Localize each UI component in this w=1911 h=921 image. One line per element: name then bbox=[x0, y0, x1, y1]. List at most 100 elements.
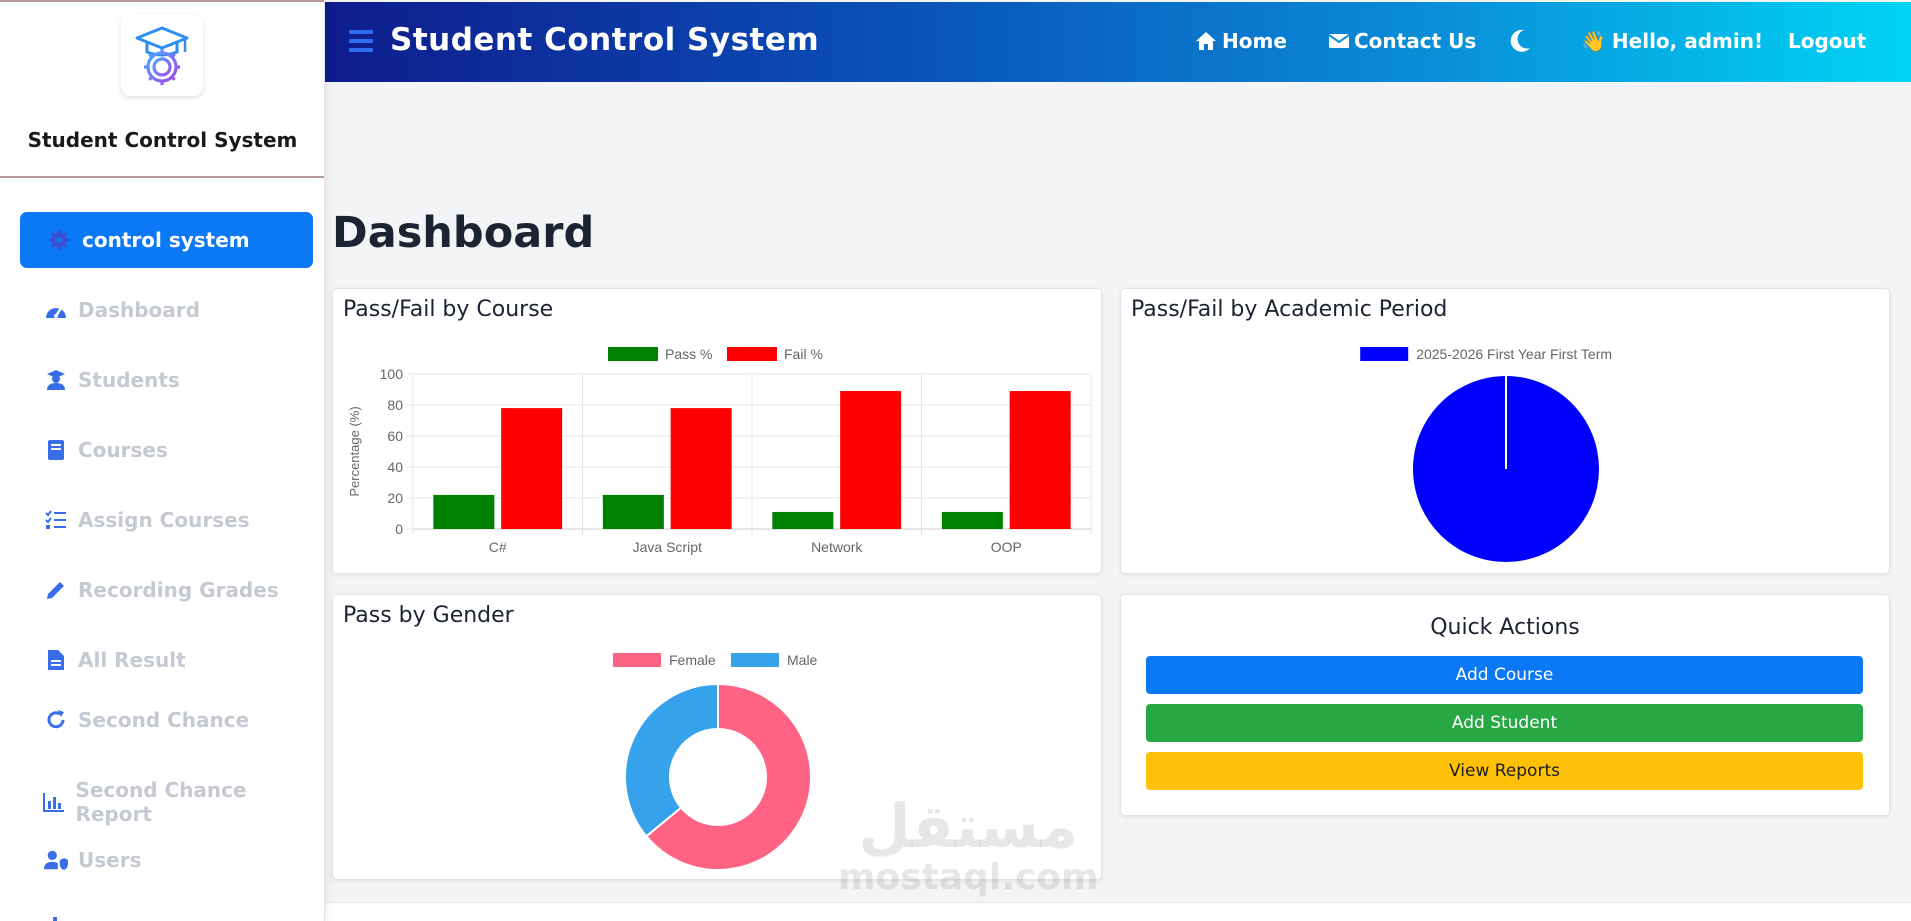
sidebar-item-label: Assign Courses bbox=[78, 508, 250, 532]
list-check-icon bbox=[44, 508, 68, 532]
menu-toggle-icon[interactable] bbox=[349, 30, 373, 52]
sidebar-item-second-chance-report[interactable]: Second Chance Report bbox=[42, 778, 324, 826]
home-label: Home bbox=[1222, 29, 1287, 53]
quick-actions-card: Quick Actions Add Course Add Student Vie… bbox=[1120, 594, 1890, 816]
card-title: Pass by Gender bbox=[343, 603, 514, 628]
logout-link[interactable]: Logout bbox=[1788, 29, 1866, 53]
sidebar-item-label: Second Chance Report bbox=[75, 778, 247, 826]
legend-swatch bbox=[1360, 347, 1409, 361]
bar[interactable] bbox=[941, 511, 1003, 529]
sidebar-top-border bbox=[0, 0, 324, 2]
user-greeting[interactable]: 👋 Hello, admin! bbox=[1581, 29, 1763, 53]
logout-label: Logout bbox=[1788, 29, 1867, 53]
sidebar-item-label: Second Chance bbox=[78, 708, 250, 732]
graduation-gear-logo-icon bbox=[135, 26, 189, 85]
bar[interactable] bbox=[772, 511, 834, 529]
y-tick-label: 100 bbox=[380, 366, 404, 382]
student-icon bbox=[44, 368, 68, 392]
doughnut-slice[interactable] bbox=[644, 682, 812, 871]
sidebar-item-control-system[interactable]: control system bbox=[20, 212, 313, 268]
add-course-button[interactable]: Add Course bbox=[1146, 656, 1863, 694]
legend-label: 2025-2026 First Year First Term bbox=[1416, 346, 1612, 362]
legend-label: Fail % bbox=[784, 346, 823, 362]
bar[interactable] bbox=[670, 408, 732, 529]
sidebar-item-more[interactable] bbox=[44, 908, 78, 921]
card-title: Pass/Fail by Course bbox=[343, 297, 554, 322]
sidebar-item-second-chance[interactable]: Second Chance bbox=[44, 708, 249, 732]
sidebar-item-students[interactable]: Students bbox=[44, 368, 180, 392]
legend-swatch bbox=[613, 653, 661, 667]
nav-home-link[interactable]: Home bbox=[1195, 29, 1287, 53]
legend-label: Male bbox=[787, 652, 818, 668]
legend-label: Pass % bbox=[665, 346, 712, 362]
nav-contact-link[interactable]: Contact Us bbox=[1329, 29, 1476, 53]
sidebar-item-label: Students bbox=[78, 368, 180, 392]
y-tick-label: 40 bbox=[387, 459, 403, 475]
redo-icon bbox=[44, 708, 68, 732]
add-student-button[interactable]: Add Student bbox=[1146, 704, 1863, 742]
gender-chart-card: Pass by Gender Female Male bbox=[332, 594, 1102, 880]
sidebar-item-label: control system bbox=[82, 228, 250, 252]
footer-strip bbox=[325, 902, 1911, 921]
view-reports-button[interactable]: View Reports bbox=[1146, 752, 1863, 790]
course-chart-card: Pass/Fail by Course Pass % Fail % 0 20 40 60 8… bbox=[332, 288, 1102, 574]
wave-icon: 👋 bbox=[1581, 29, 1606, 53]
legend-swatch bbox=[731, 653, 779, 667]
legend-swatch bbox=[727, 347, 777, 361]
watermark-latin: mostaql.com bbox=[838, 857, 1099, 898]
contact-label: Contact Us bbox=[1354, 29, 1477, 53]
x-tick-label: C# bbox=[489, 539, 507, 555]
sidebar-divider bbox=[0, 176, 324, 178]
sidebar: Student Control System control system Da… bbox=[0, 0, 325, 921]
sidebar-item-all-result[interactable]: All Result bbox=[44, 648, 186, 672]
sidebar-item-dashboard[interactable]: Dashboard bbox=[44, 298, 200, 322]
y-tick-label: 20 bbox=[387, 490, 403, 506]
sidebar-item-users[interactable]: Users bbox=[44, 848, 141, 872]
file-icon bbox=[44, 648, 68, 672]
x-tick-label: Network bbox=[811, 539, 863, 555]
header-title: Student Control System bbox=[390, 22, 820, 58]
doughnut-slice[interactable] bbox=[624, 682, 719, 838]
watermark: مستقل mostaql.com bbox=[838, 796, 1099, 897]
greeting-label: Hello, admin! bbox=[1611, 29, 1764, 53]
y-tick-label: 80 bbox=[387, 397, 403, 413]
book-icon bbox=[44, 438, 68, 462]
partial-icon bbox=[44, 908, 68, 921]
bar[interactable] bbox=[433, 494, 495, 529]
card-title: Pass/Fail by Academic Period bbox=[1131, 297, 1448, 322]
legend-swatch bbox=[608, 347, 658, 361]
user-shield-icon bbox=[44, 848, 68, 872]
dark-mode-toggle[interactable] bbox=[1508, 28, 1537, 54]
sidebar-item-courses[interactable]: Courses bbox=[44, 438, 168, 462]
watermark-arabic: مستقل bbox=[858, 792, 1078, 862]
moon-icon bbox=[1510, 29, 1530, 52]
envelope-icon bbox=[1329, 34, 1349, 48]
gender-doughnut-chart: Female Male bbox=[613, 652, 818, 871]
gauge-icon bbox=[44, 298, 68, 322]
legend-label: Female bbox=[669, 652, 716, 668]
gear-icon bbox=[48, 229, 70, 251]
sidebar-item-recording-grades[interactable]: Recording Grades bbox=[44, 578, 279, 602]
sidebar-item-label: Courses bbox=[78, 438, 168, 462]
pencil-icon bbox=[44, 578, 68, 602]
bar[interactable] bbox=[1009, 391, 1071, 529]
sidebar-brand: Student Control System bbox=[27, 128, 298, 152]
sidebar-item-assign-courses[interactable]: Assign Courses bbox=[44, 508, 250, 532]
quick-actions-title: Quick Actions bbox=[1430, 615, 1580, 640]
period-chart-card: Pass/Fail by Academic Period 2025-2026 F… bbox=[1120, 288, 1890, 574]
period-pie-chart: 2025-2026 First Year First Term bbox=[1360, 346, 1612, 562]
y-tick-label: 60 bbox=[387, 428, 403, 444]
home-icon bbox=[1196, 32, 1216, 50]
sidebar-item-label: Recording Grades bbox=[78, 578, 279, 602]
top-navbar: Student Control System Home Contact Us 👋… bbox=[325, 2, 1911, 82]
bar-chart-icon bbox=[42, 790, 65, 814]
sidebar-item-label: Dashboard bbox=[78, 298, 200, 322]
sidebar-item-label: All Result bbox=[78, 648, 186, 672]
bar[interactable] bbox=[602, 494, 664, 529]
page-title: Dashboard bbox=[332, 208, 595, 258]
course-bar-chart: Pass % Fail % 0 20 40 60 80 100 C# Java Script Net… bbox=[347, 346, 1092, 555]
bar[interactable] bbox=[840, 391, 902, 529]
x-tick-label: Java Script bbox=[633, 539, 702, 555]
bar[interactable] bbox=[501, 408, 563, 529]
x-tick-label: OOP bbox=[991, 539, 1022, 555]
